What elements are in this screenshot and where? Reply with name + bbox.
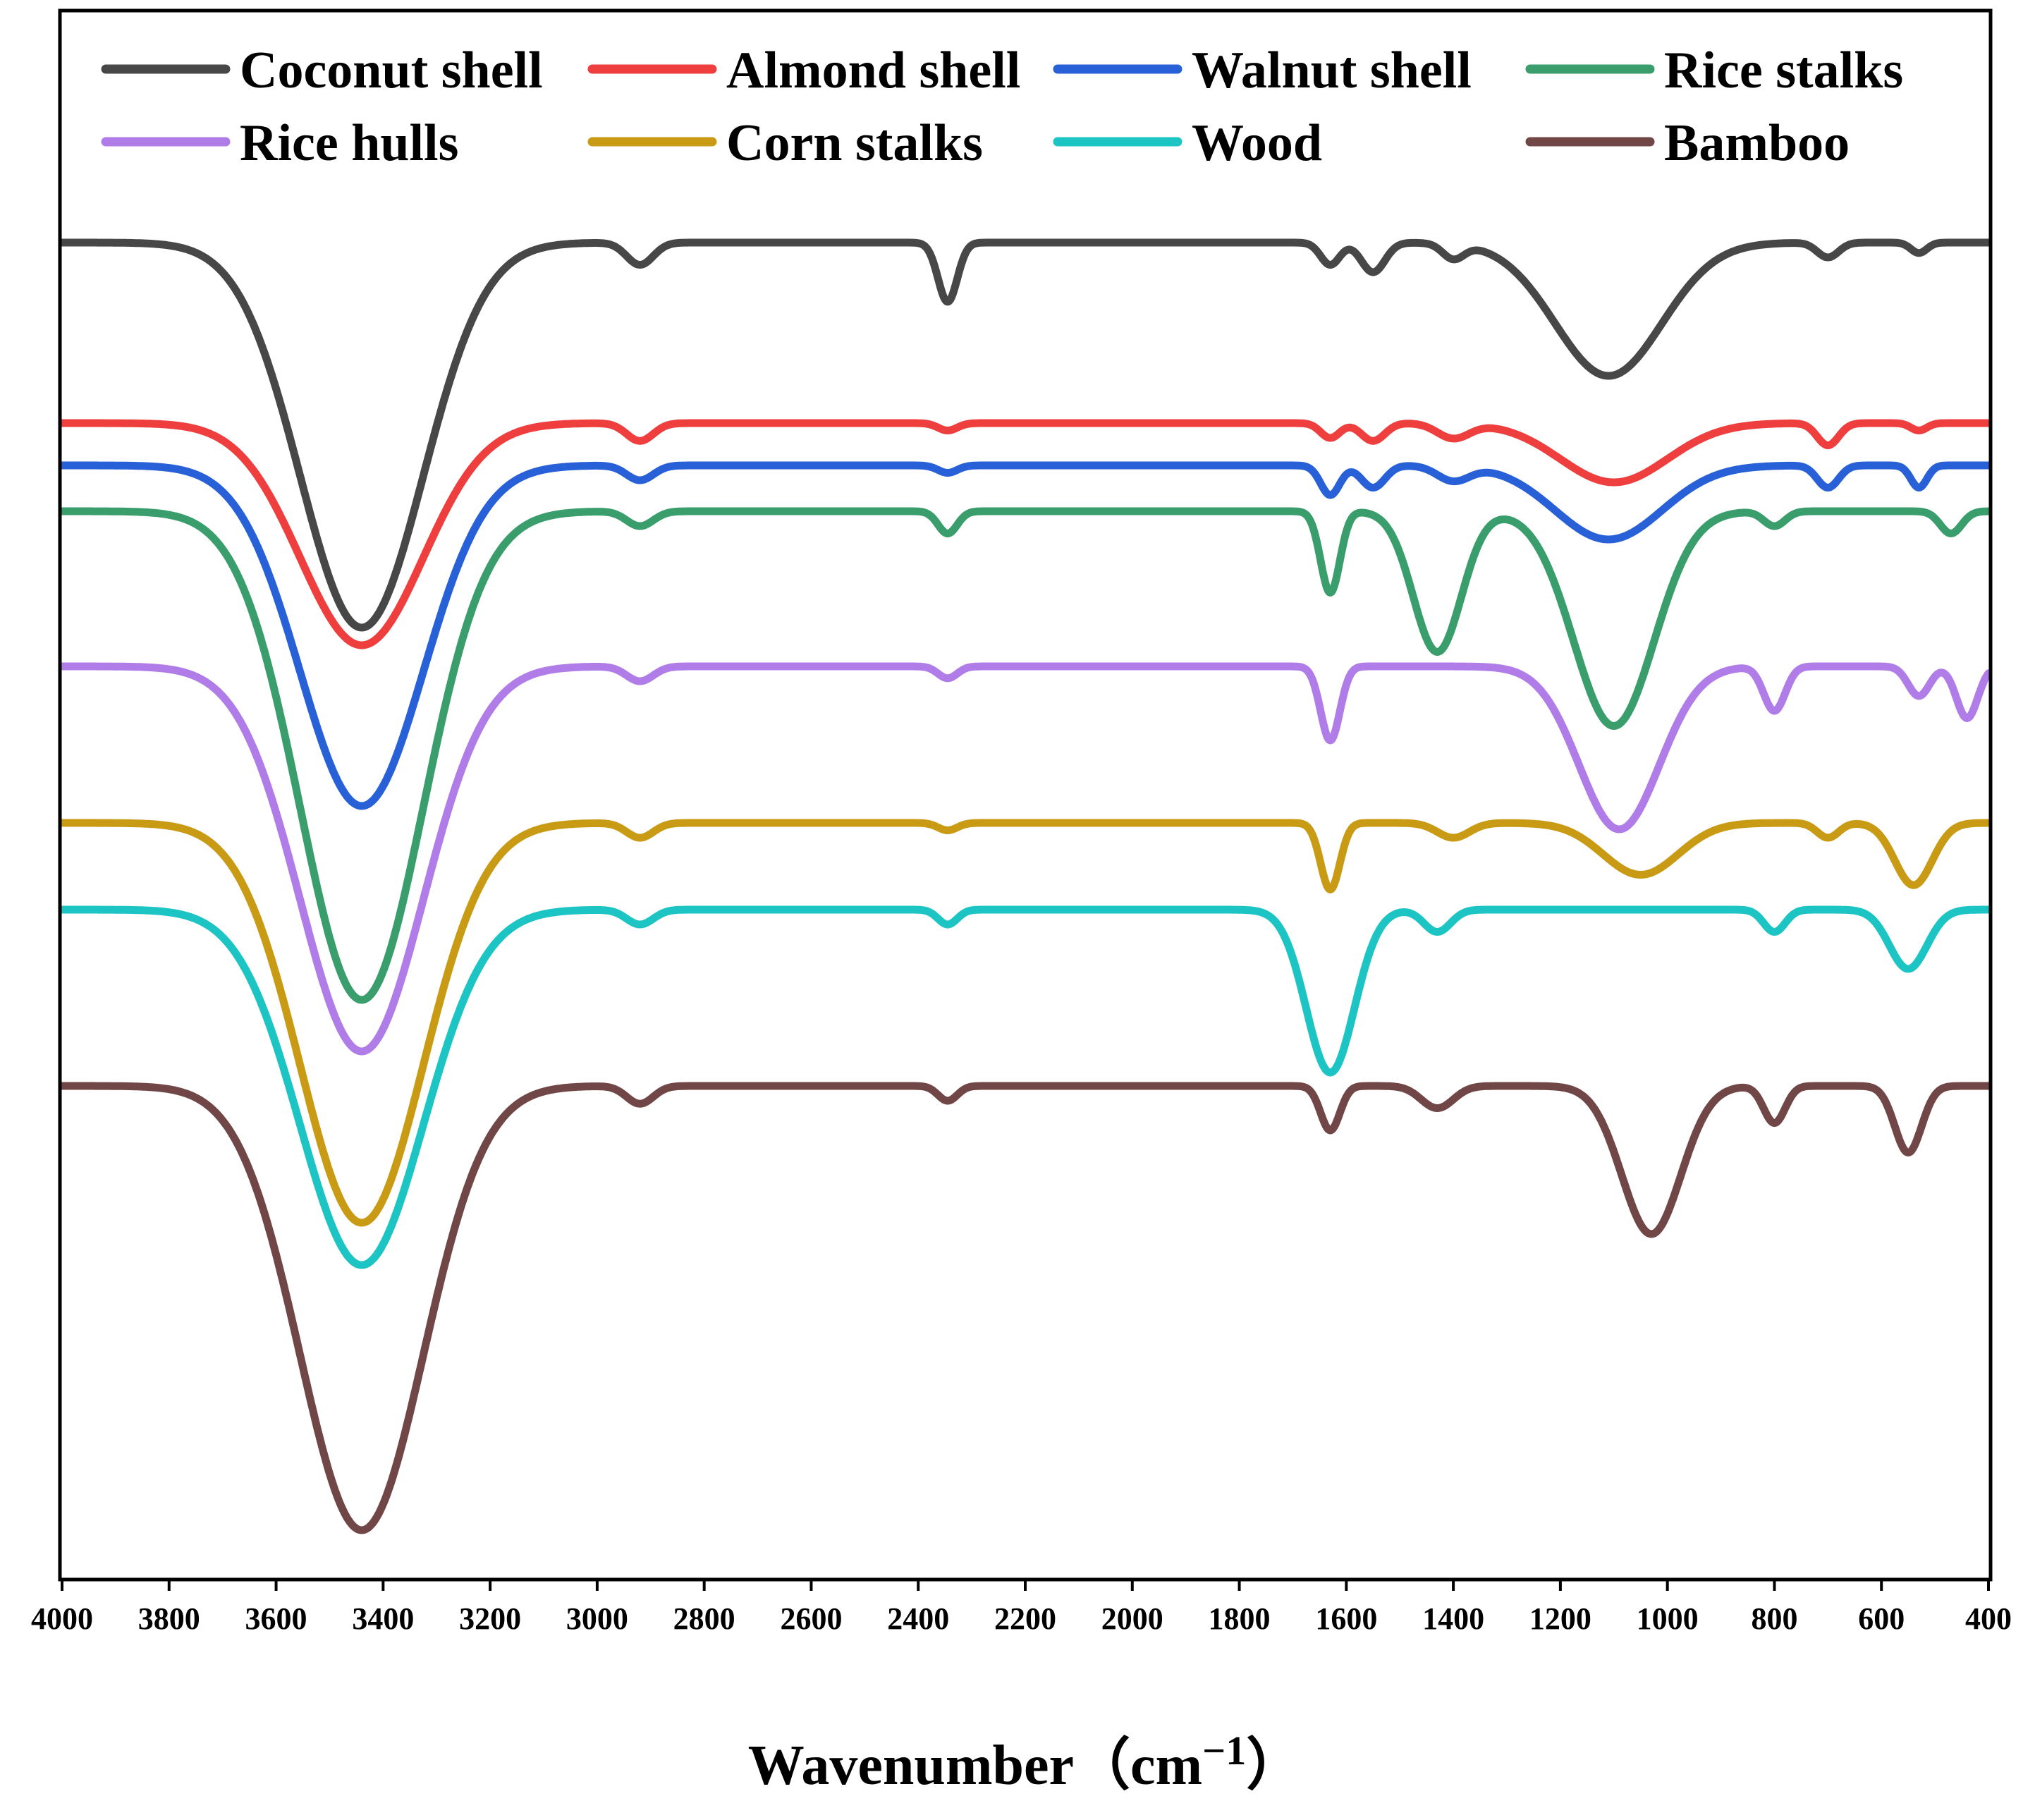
legend-label-corn-stalks: Corn stalks	[726, 114, 983, 172]
x-tick-label-1400: 1400	[1422, 1601, 1484, 1636]
series-line-rice-stalks	[58, 507, 1993, 1004]
legend-label-rice-hulls: Rice hulls	[240, 114, 458, 172]
x-axis-title-close-paren: ）	[1246, 1735, 1302, 1797]
series-line-coconut-shell	[58, 238, 1993, 632]
series-line-rice-hulls	[58, 662, 1993, 1056]
legend-label-coconut-shell: Coconut shell	[240, 42, 543, 99]
x-axis-unit-base: cm	[1130, 1735, 1202, 1797]
series-line-walnut-shell	[58, 461, 1993, 810]
plot-lines	[58, 238, 1993, 1534]
x-axis-title-open-paren: （	[1074, 1735, 1130, 1797]
x-axis-unit-exponent: −1	[1202, 1728, 1246, 1773]
x-tick-label-2800: 2800	[673, 1601, 735, 1636]
x-tick-label-1800: 1800	[1209, 1601, 1271, 1636]
legend-label-wood: Wood	[1192, 114, 1322, 172]
x-tick-label-3200: 3200	[459, 1601, 521, 1636]
x-tick-label-1600: 1600	[1315, 1601, 1377, 1636]
legend-label-bamboo: Bamboo	[1664, 114, 1850, 172]
x-tick-label-2200: 2200	[994, 1601, 1056, 1636]
x-axis-ticks: 4000 3800 3600 3400 3200 3000 2800 2600 2400 2200…	[31, 1578, 2012, 1636]
x-tick-label-1000: 1000	[1637, 1601, 1699, 1636]
x-tick-label-2600: 2600	[780, 1601, 842, 1636]
x-tick-label-1200: 1200	[1529, 1601, 1591, 1636]
x-tick-label-3000: 3000	[566, 1601, 628, 1636]
x-tick-label-600: 600	[1858, 1601, 1905, 1636]
x-axis-title: Wavenumber（cm−1）	[748, 1728, 1302, 1797]
legend-label-walnut-shell: Walnut shell	[1192, 42, 1472, 99]
series-line-wood	[58, 905, 1993, 1269]
x-tick-label-3600: 3600	[245, 1601, 307, 1636]
series-line-bamboo	[58, 1082, 1993, 1534]
x-tick-label-4000: 4000	[31, 1601, 93, 1636]
x-tick-label-2400: 2400	[887, 1601, 949, 1636]
x-axis-title-text: Wavenumber	[748, 1735, 1074, 1797]
series-line-corn-stalks	[58, 819, 1993, 1227]
x-tick-label-800: 800	[1751, 1601, 1797, 1636]
x-tick-label-3400: 3400	[352, 1601, 414, 1636]
x-tick-label-3800: 3800	[138, 1601, 200, 1636]
legend-label-rice-stalks: Rice stalks	[1664, 42, 1903, 99]
legend: Coconut shell Almond shell Walnut shell Ric…	[101, 42, 1903, 172]
legend-label-almond-shell: Almond shell	[726, 42, 1020, 99]
x-tick-label-2000: 2000	[1101, 1601, 1163, 1636]
series-line-almond-shell	[58, 419, 1993, 649]
x-tick-label-400: 400	[1965, 1601, 2012, 1636]
